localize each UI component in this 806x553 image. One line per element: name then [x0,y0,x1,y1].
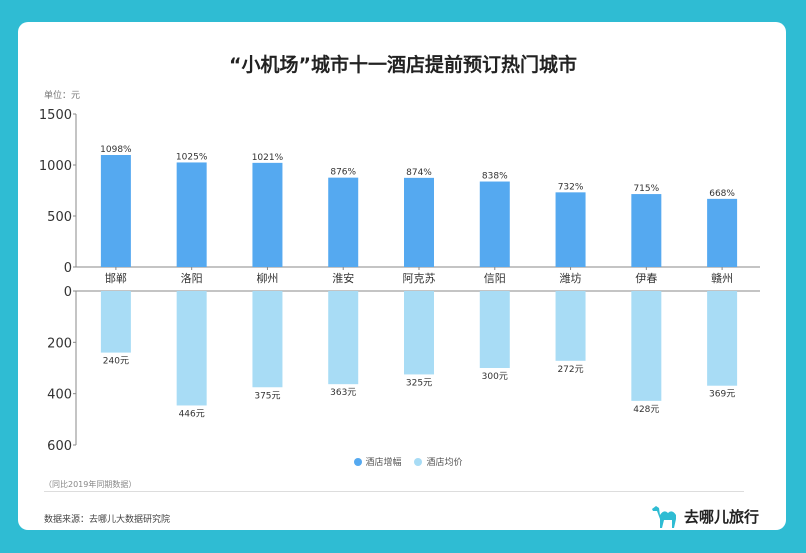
legend-dot-growth [353,458,362,466]
price-bar [328,291,359,385]
growth-bar-label: 876% [330,168,356,178]
price-bar [100,291,131,353]
growth-bar [555,192,586,267]
category-label: 信阳 [484,272,506,285]
category-label: 伊春 [635,272,657,285]
growth-bar-label: 1098% [100,145,132,155]
category-label: 洛阳 [181,271,203,285]
top-y-tick-label: 500 [47,210,72,225]
price-bar-label: 272元 [557,365,583,375]
category-label: 潍坊 [560,271,582,285]
growth-bar-label: 838% [482,172,508,182]
growth-bar [328,177,359,267]
price-bar-label: 375元 [254,391,280,401]
bottom-y-tick-label: 600 [47,439,72,454]
price-bar-label: 325元 [406,378,432,388]
price-bar [631,291,662,401]
growth-bar [707,198,738,267]
growth-bar-label: 715% [633,184,659,194]
growth-bar [631,194,662,267]
growth-bar-label: 732% [558,182,584,192]
price-bar-label: 369元 [709,390,735,400]
price-bar [479,291,510,368]
price-bar-label: 240元 [103,357,129,367]
category-label: 淮安 [332,271,354,285]
growth-bar-label: 1021% [252,153,284,163]
bottom-y-tick-label: 200 [47,336,72,351]
price-bar-label: 428元 [633,405,659,415]
divider [44,491,744,492]
brand-name: 去哪儿旅行 [684,507,760,526]
price-bar [707,291,738,386]
price-bar [555,291,586,361]
price-bar-label: 446元 [179,409,205,419]
category-label: 柳州 [256,271,278,285]
growth-bar [100,155,131,267]
unit-label: 单位：元 [44,91,81,101]
chart-title: “小机场”城市十一酒店提前预订热门城市 [229,54,577,76]
growth-bar [479,181,510,267]
growth-bar [252,162,283,267]
legend-label-growth: 酒店增幅 [365,458,402,468]
growth-bar-label: 1025% [176,152,208,162]
category-label: 阿克苏 [403,272,436,285]
camel-icon [652,506,676,528]
growth-bar [176,162,207,267]
growth-bar-label: 668% [709,189,735,199]
price-bar-label: 363元 [330,388,356,398]
top-y-tick-label: 0 [64,261,72,276]
chart-card [18,22,786,530]
category-label: 邯郸 [105,271,127,285]
top-y-tick-label: 1500 [39,108,72,123]
price-bar-label: 300元 [482,372,508,382]
brand-logo: 去哪儿旅行 [650,503,759,529]
footnote: （同比2019年同期数据） [44,480,137,489]
growth-bar-label: 874% [406,168,432,178]
growth-bar [404,177,434,267]
data-source: 数据来源：去哪儿大数据研究院 [44,515,171,525]
legend-label-price: 酒店均价 [426,458,463,468]
legend: 酒店增幅 酒店均价 [0,455,806,468]
category-label: 赣州 [711,271,733,285]
price-bar [404,291,434,375]
top-y-tick-label: 1000 [39,159,72,174]
legend-dot-price [414,458,423,466]
bottom-y-tick-label: 400 [47,388,72,403]
price-bar [252,291,283,388]
bottom-y-tick-label: 0 [64,285,72,300]
price-bar [176,291,207,406]
